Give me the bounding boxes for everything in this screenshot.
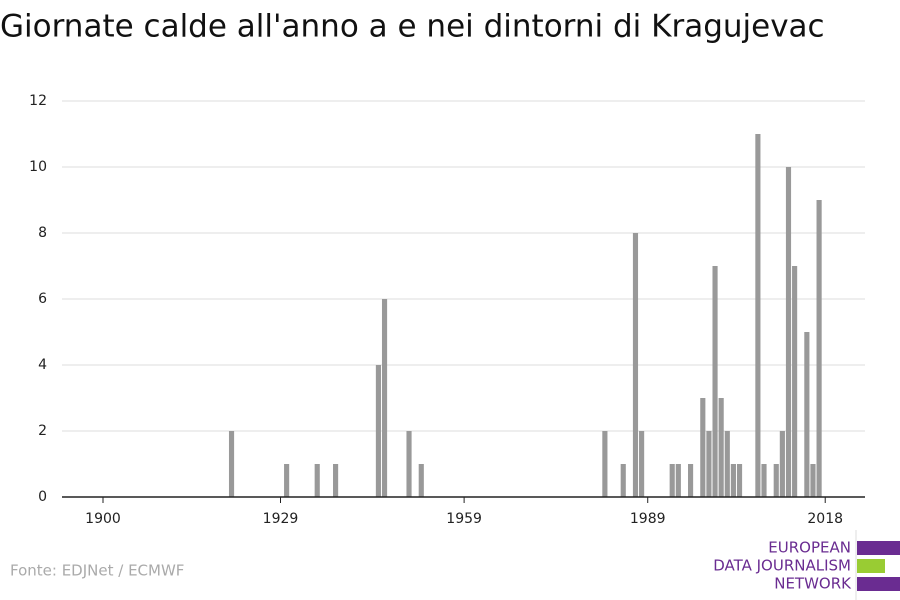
bar	[375, 365, 381, 497]
bar	[810, 464, 816, 497]
logo-text: DATA JOURNALISM	[713, 557, 851, 575]
source: Fonte: EDJNet / ECMWF	[10, 562, 184, 580]
logo-text: NETWORK	[774, 575, 852, 593]
bar	[755, 134, 761, 497]
bar	[730, 464, 736, 497]
bar	[602, 431, 608, 497]
x-tick-label: 1929	[263, 511, 299, 527]
bar	[706, 431, 712, 497]
bar	[785, 167, 792, 497]
bar	[804, 332, 810, 497]
logo-text: EUROPEAN	[768, 539, 851, 557]
x-tick-label: 1900	[85, 511, 121, 527]
x-tick-label: 1989	[630, 511, 666, 527]
x-tick-label: 2018	[807, 511, 843, 527]
y-tick-label: 10	[29, 159, 47, 175]
y-tick-label: 6	[38, 291, 47, 307]
bar	[639, 431, 645, 497]
bar	[761, 464, 767, 497]
bar	[228, 431, 235, 497]
logo-bar	[857, 559, 885, 573]
bar	[718, 398, 724, 497]
bar	[284, 464, 290, 497]
bar	[724, 431, 730, 497]
bar	[773, 464, 779, 497]
bar	[792, 266, 798, 497]
bar	[632, 233, 639, 497]
bar	[381, 299, 388, 497]
y-tick-label: 4	[38, 357, 47, 373]
bar	[675, 464, 681, 497]
y-tick-label: 12	[29, 93, 47, 109]
bar	[406, 431, 412, 497]
bar	[333, 464, 339, 497]
bar	[700, 398, 706, 497]
chart-title: Giornate calde all'anno a e nei dintorni…	[0, 9, 825, 45]
bar	[620, 464, 626, 497]
x-tick-label: 1959	[446, 511, 482, 527]
bar	[779, 431, 785, 497]
bar	[314, 464, 320, 497]
y-tick-label: 8	[38, 225, 47, 241]
bar	[816, 200, 822, 497]
y-tick-label: 2	[38, 423, 47, 439]
bar	[669, 464, 675, 497]
y-tick-label: 0	[38, 489, 47, 505]
bar	[736, 464, 743, 497]
bar	[418, 464, 424, 497]
bar	[687, 464, 694, 497]
logo-bar	[857, 577, 900, 591]
logo-bar	[857, 541, 900, 555]
bar	[712, 266, 718, 497]
